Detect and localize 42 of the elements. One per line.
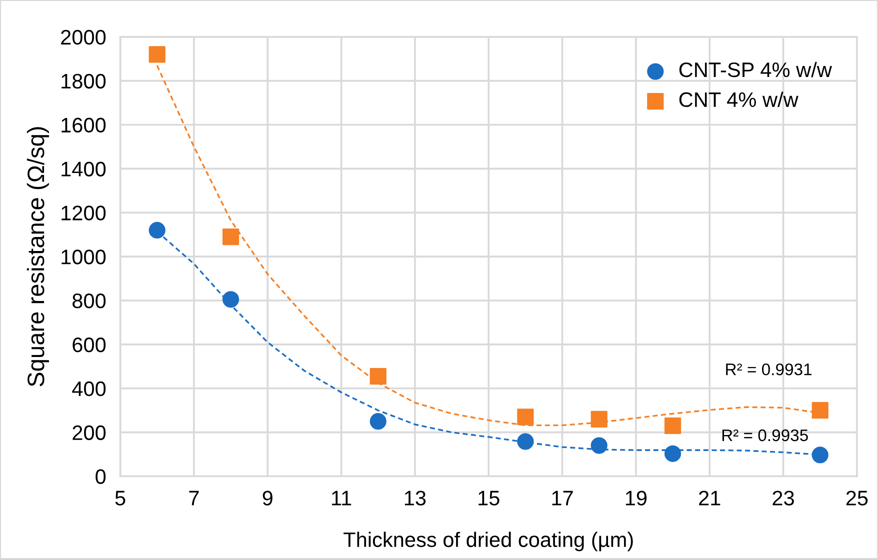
y-tick-label: 1200 — [62, 206, 106, 220]
x-axis-title: Thickness of dried coating (µm) — [344, 532, 633, 552]
y-tick-label: 0 — [96, 469, 106, 484]
x-tick-label: 7 — [189, 490, 199, 506]
y-tick-label: 400 — [72, 381, 106, 396]
x-tick-label: 21 — [699, 490, 720, 506]
y-tick-label: 600 — [72, 337, 106, 352]
x-tick-label: 19 — [626, 490, 647, 506]
annotation: R² = 0.9931 — [726, 363, 812, 376]
point — [664, 445, 682, 462]
legend-label: CNT-SP 4% w/w — [679, 62, 832, 78]
point — [370, 413, 386, 430]
x-tick-label: 17 — [552, 490, 573, 506]
point — [222, 228, 240, 246]
point — [812, 402, 828, 419]
point — [590, 410, 608, 428]
point — [517, 433, 534, 450]
legend-label: CNT 4% w/w — [679, 92, 798, 108]
x-tick-label: 5 — [115, 490, 126, 506]
point — [812, 446, 828, 464]
annotation: R² = 0.9935 — [722, 429, 808, 442]
y-tick-label: 1800 — [62, 74, 106, 89]
point — [590, 437, 608, 454]
y-tick-label: 200 — [72, 425, 106, 440]
x-tick-label: 15 — [478, 490, 500, 506]
point — [222, 291, 240, 308]
x-tick-label: 13 — [404, 490, 426, 506]
x-tick-label: 11 — [332, 490, 352, 506]
y-tick-label: 1600 — [62, 118, 106, 133]
point — [148, 46, 166, 63]
y-tick-label: 2000 — [61, 30, 106, 45]
point — [370, 368, 386, 385]
y-tick-label: 1000 — [62, 250, 106, 264]
y-axis-title: Square resistance (Ω/sq) — [26, 127, 49, 386]
point — [517, 408, 534, 426]
y-tick-label: 1400 — [62, 162, 106, 176]
point — [148, 222, 166, 239]
point — [664, 417, 682, 434]
y-tick-label: 800 — [72, 294, 106, 308]
x-tick-label: 9 — [262, 490, 272, 506]
x-tick-label: 23 — [772, 490, 794, 506]
x-tick-label: 25 — [846, 490, 868, 506]
